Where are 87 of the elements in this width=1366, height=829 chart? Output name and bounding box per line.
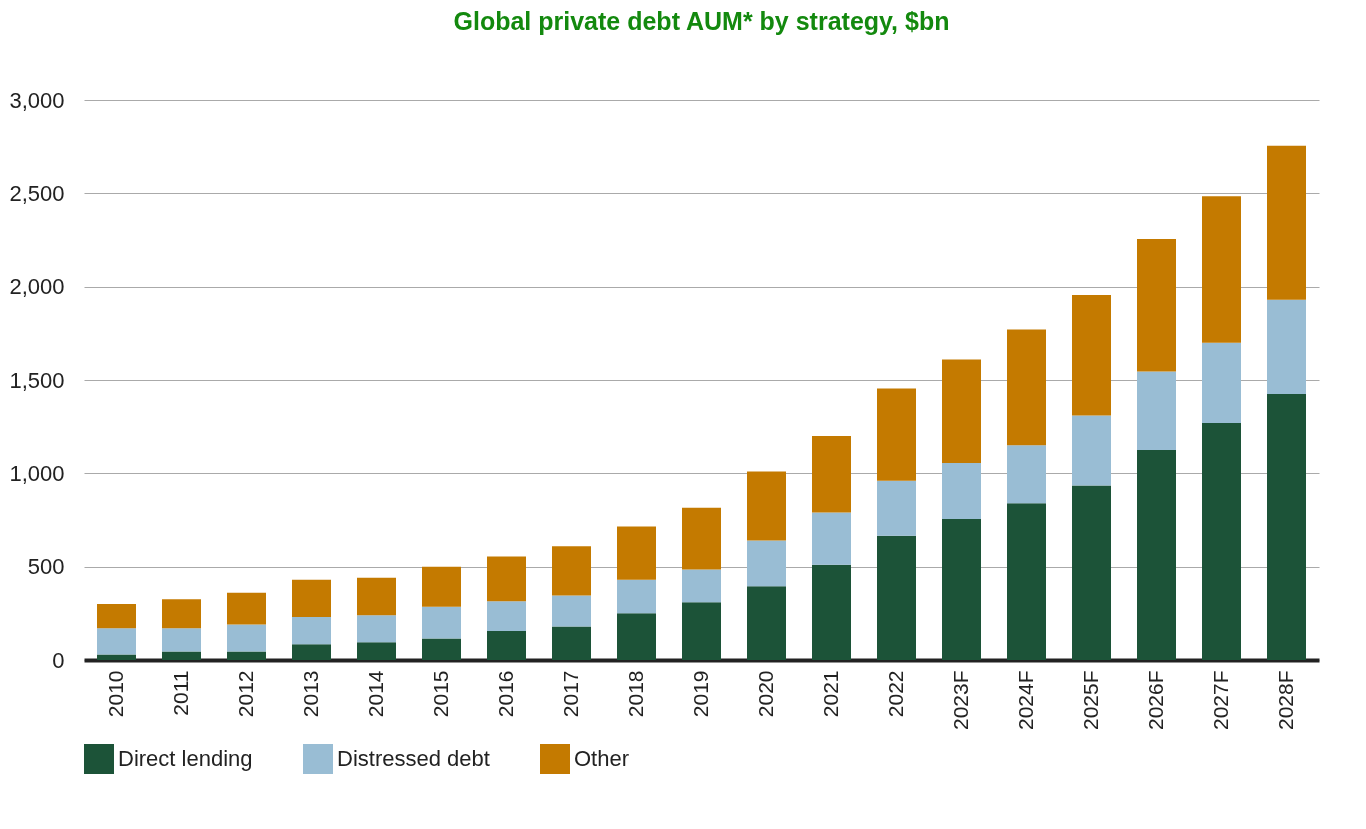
bar — [1007, 445, 1046, 504]
legend-label: Direct lending — [118, 746, 253, 771]
bar — [1267, 145, 1306, 300]
bar — [357, 642, 396, 660]
bar — [357, 577, 396, 616]
bar — [1072, 295, 1111, 416]
bar — [227, 651, 266, 660]
bar — [422, 638, 461, 660]
x-tick-label: 2017 — [558, 670, 582, 718]
bar — [942, 359, 981, 464]
bar — [682, 569, 721, 603]
x-tick-label: 2019 — [688, 670, 712, 718]
bar — [877, 535, 916, 660]
x-tick-label: 2013 — [298, 670, 322, 718]
bar — [162, 651, 201, 660]
y-tick-label: 2,000 — [9, 274, 65, 300]
bar — [162, 628, 201, 652]
x-tick-label: 2018 — [623, 670, 647, 718]
bar — [1072, 485, 1111, 660]
bar — [1072, 415, 1111, 486]
bar — [97, 604, 136, 629]
x-tick-label: 2025F — [1078, 670, 1102, 731]
bar — [292, 644, 331, 660]
bar — [617, 613, 656, 660]
x-tick-label: 2028F — [1273, 670, 1297, 731]
x-tick-label: 2024F — [1013, 670, 1037, 731]
x-tick-label: 2011 — [168, 670, 192, 716]
bar — [812, 436, 851, 513]
y-tick-label: 3,000 — [9, 87, 65, 113]
chart-title: Global private debt AUM* by strategy, $bn — [453, 7, 950, 35]
bar — [1137, 371, 1176, 450]
bar — [1202, 342, 1241, 423]
bar — [97, 628, 136, 655]
bar — [812, 512, 851, 565]
bar — [552, 546, 591, 596]
x-tick-label: 2012 — [233, 670, 257, 718]
bar — [1202, 422, 1241, 660]
x-tick-label: 2022 — [883, 670, 907, 718]
bar — [552, 595, 591, 627]
x-tick-label: 2020 — [753, 670, 777, 718]
y-tick-label: 500 — [27, 554, 65, 580]
x-tick-label: 2026F — [1143, 670, 1167, 731]
bar — [747, 540, 786, 587]
bar — [1267, 394, 1306, 660]
y-tick-label: 1,500 — [9, 367, 65, 393]
x-tick-label: 2021 — [818, 670, 842, 718]
bar — [357, 615, 396, 643]
bar — [487, 601, 526, 632]
bar — [552, 626, 591, 660]
x-tick-label: 2027F — [1208, 670, 1232, 731]
x-tick-label: 2010 — [103, 670, 127, 718]
bar — [877, 388, 916, 481]
bar — [747, 471, 786, 541]
x-tick-label: 2016 — [493, 670, 517, 718]
bar — [682, 507, 721, 570]
bar — [422, 566, 461, 607]
bar — [227, 624, 266, 652]
legend-label: Distressed debt — [337, 746, 490, 771]
bar — [1137, 450, 1176, 660]
bar — [422, 606, 461, 639]
x-tick-label: 2015 — [428, 670, 452, 718]
bar — [617, 579, 656, 614]
x-tick-label: 2014 — [363, 670, 387, 718]
bar — [1267, 299, 1306, 394]
bar — [97, 654, 136, 660]
y-tick-label: 1,000 — [9, 460, 65, 486]
bar — [617, 526, 656, 580]
x-tick-label: 2023F — [948, 670, 972, 731]
bar — [1007, 503, 1046, 660]
bar — [1007, 329, 1046, 446]
bar — [942, 519, 981, 660]
bar — [487, 556, 526, 602]
bar — [877, 480, 916, 536]
bar — [292, 579, 331, 618]
bar — [682, 602, 721, 660]
bar — [162, 599, 201, 629]
bar — [812, 564, 851, 660]
y-tick-label: 2,500 — [9, 180, 65, 206]
bar — [1137, 239, 1176, 372]
bar — [487, 631, 526, 660]
bar — [942, 463, 981, 520]
bar — [1202, 196, 1241, 343]
bar — [292, 617, 331, 645]
bar — [747, 586, 786, 660]
y-tick-label: 0 — [52, 647, 65, 673]
bar — [227, 592, 266, 625]
legend-label: Other — [574, 746, 630, 771]
